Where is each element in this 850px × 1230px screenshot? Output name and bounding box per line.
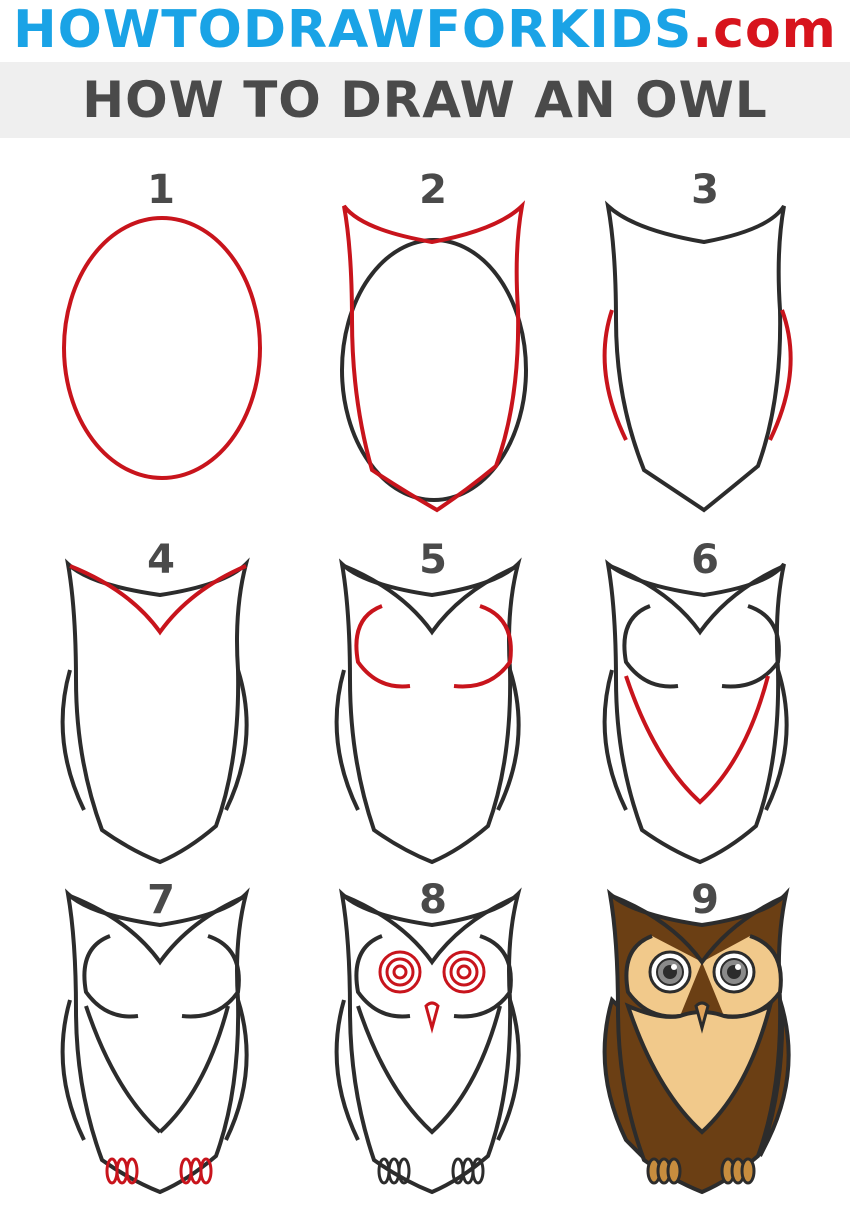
body-outline [605,559,786,865]
left-wing [602,309,628,441]
site-domain: .com [692,0,837,60]
talons [377,1157,485,1185]
step-9-drawing [602,887,791,1195]
step-number: 6 [691,537,719,583]
talons [646,1157,756,1185]
chest-right [158,1005,230,1134]
brow-line [69,564,247,636]
step-number: 5 [419,537,447,583]
step-3: 3 [564,170,846,520]
chest-outline [356,1005,502,1135]
site-header: HOWTODRAWFORKIDS.com [0,0,850,60]
right-face-curve [453,604,513,689]
step-8: 8 [292,880,574,1230]
step-5-drawing [334,557,522,865]
chest-outline [624,675,770,805]
step-4: 4 [20,540,302,890]
step-5: 5 [292,540,574,890]
step-1-drawing [62,216,262,480]
brow-line [609,564,785,636]
step-6-drawing [602,559,789,865]
face-curves [82,934,241,1019]
step-number: 4 [147,537,175,583]
step-number: 3 [691,167,719,213]
step-2-drawing [340,200,528,513]
face-curves [622,604,781,689]
left-wing [60,999,86,1141]
beak [424,1001,440,1034]
step-9: 9 [564,880,846,1230]
left-wing [334,669,360,811]
body-outline [604,200,786,513]
left-face-curve [354,604,411,689]
body-outline [64,557,250,865]
head-outline [342,200,526,513]
step-4-drawing [60,557,250,865]
right-wing [496,669,521,811]
brow-line [343,564,519,636]
body-outline [338,557,522,865]
left-talons [105,1157,139,1185]
right-eye [712,950,756,994]
beak [694,1001,710,1034]
left-wing [60,669,86,811]
brow-line [611,894,787,966]
right-talons [179,1157,213,1185]
left-wing [334,999,360,1141]
body-outline [338,887,522,1195]
step-number: 1 [147,167,175,213]
brow-line [69,894,247,966]
right-wing [224,669,249,811]
step-3-drawing [602,200,793,513]
left-eye [378,950,422,994]
step-number: 2 [419,167,447,213]
body-oval [62,216,262,480]
step-number: 7 [147,877,175,923]
right-wing [764,669,789,811]
chest [624,1002,774,1135]
title-band: HOW TO DRAW AN OWL [0,62,850,138]
step-8-drawing [334,887,522,1195]
right-wing [224,999,249,1141]
page-title: HOW TO DRAW AN OWL [82,71,768,129]
step-7-drawing [60,887,250,1195]
body-outline [64,887,250,1195]
right-wing [496,999,521,1141]
brow-line [343,894,519,966]
left-wing [602,669,628,811]
site-name: HOWTODRAWFORKIDS [13,0,693,60]
face-curves [354,934,513,1019]
step-number: 9 [691,877,719,923]
step-7: 7 [20,880,302,1230]
right-eye [442,950,486,994]
step-2: 2 [292,170,574,520]
step-number: 8 [419,877,447,923]
step-1: 1 [20,170,302,520]
step-6: 6 [564,540,846,890]
right-wing [768,309,793,441]
left-eye [648,950,692,994]
chest-left [84,1005,162,1134]
